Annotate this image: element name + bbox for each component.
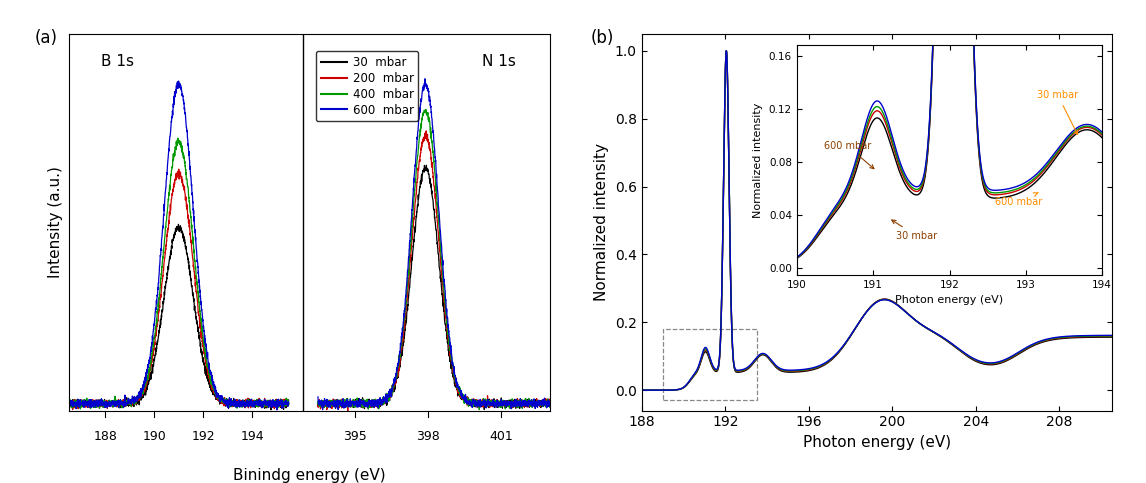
Text: (b): (b)	[590, 29, 613, 47]
Y-axis label: Intensity (a.u.): Intensity (a.u.)	[48, 166, 63, 278]
X-axis label: Photon energy (eV): Photon energy (eV)	[802, 435, 951, 450]
Bar	[662, 329, 756, 400]
Text: 190: 190	[142, 430, 166, 443]
Text: 188: 188	[94, 430, 117, 443]
Text: 401: 401	[489, 430, 513, 443]
Text: Binindg energy (eV): Binindg energy (eV)	[233, 468, 386, 483]
Legend: 30  mbar, 200  mbar, 400  mbar, 600  mbar: 30 mbar, 200 mbar, 400 mbar, 600 mbar	[316, 51, 418, 121]
Text: N 1s: N 1s	[481, 54, 516, 69]
Text: (a): (a)	[34, 29, 57, 47]
Text: 398: 398	[416, 430, 440, 443]
Text: 192: 192	[191, 430, 215, 443]
Text: B 1s: B 1s	[101, 54, 134, 69]
Text: 194: 194	[241, 430, 264, 443]
Text: 395: 395	[343, 430, 367, 443]
Y-axis label: Normalized intensity: Normalized intensity	[595, 143, 610, 301]
